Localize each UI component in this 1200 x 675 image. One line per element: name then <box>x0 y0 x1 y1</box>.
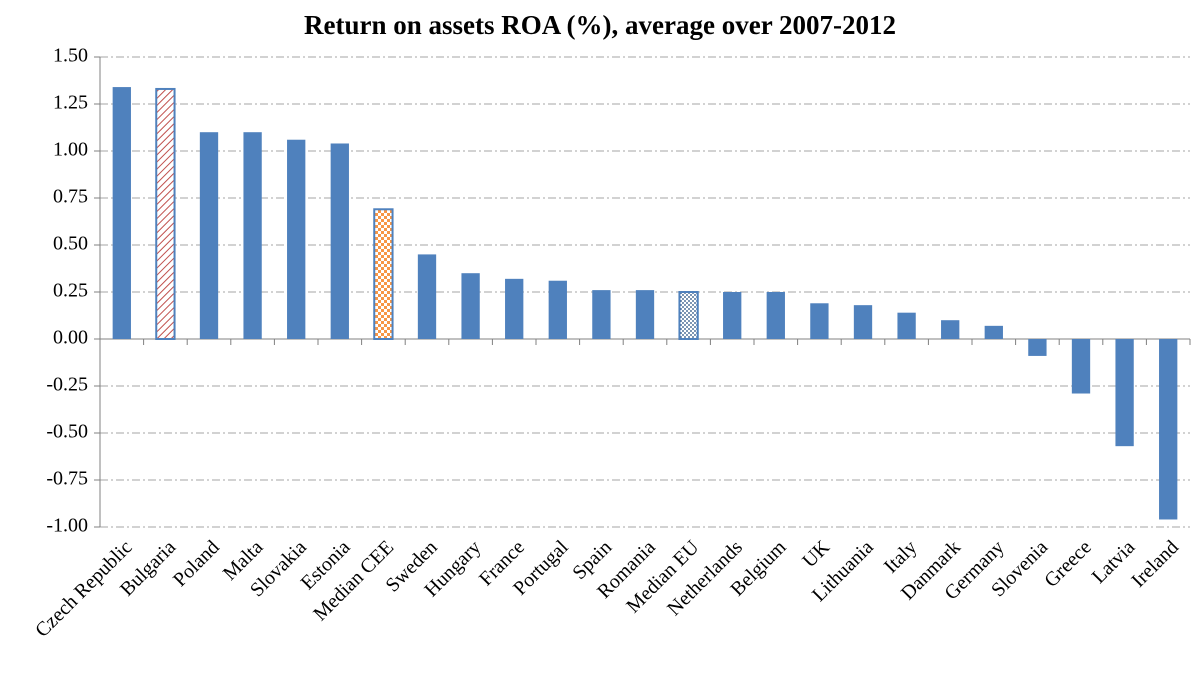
bar <box>199 132 219 339</box>
y-tick-label: 1.25 <box>53 92 88 114</box>
bar <box>678 291 699 340</box>
y-tick-label: -0.25 <box>46 374 88 396</box>
chart-title: Return on assets ROA (%), average over 2… <box>304 10 896 40</box>
bar <box>1115 339 1134 447</box>
bar <box>1159 339 1178 520</box>
bar <box>461 273 480 339</box>
bar <box>417 254 437 339</box>
bar <box>853 305 873 339</box>
bar <box>243 132 262 339</box>
y-tick-label: 1.00 <box>53 139 88 161</box>
bar <box>897 312 916 339</box>
y-tick-label: 0.50 <box>53 233 88 255</box>
x-tick-label: Ireland <box>1127 536 1183 592</box>
y-tick-label: 0.25 <box>53 280 88 302</box>
y-tick-label: 1.50 <box>53 45 88 67</box>
x-tick-label: Poland <box>169 536 224 591</box>
bar <box>984 325 1003 339</box>
y-tick-label: -0.50 <box>46 421 88 443</box>
bar <box>330 143 349 339</box>
y-tick-label: -0.75 <box>46 468 88 490</box>
bar <box>1028 339 1047 356</box>
x-tick-label: Greece <box>1040 536 1096 592</box>
bar <box>810 303 829 339</box>
bar <box>112 87 131 339</box>
bar <box>548 280 567 339</box>
bar <box>1071 339 1091 394</box>
bar <box>635 290 655 339</box>
bar <box>373 208 394 340</box>
y-tick-label: -1.00 <box>46 515 88 537</box>
bar <box>766 292 785 339</box>
bar <box>941 320 960 339</box>
x-tick-label: UK <box>798 536 834 572</box>
bar <box>287 139 306 339</box>
y-tick-label: 0.75 <box>53 186 88 208</box>
bar <box>592 290 611 339</box>
bar <box>505 278 524 339</box>
bar <box>155 87 176 340</box>
y-tick-label: 0.00 <box>53 327 88 349</box>
bar <box>723 292 742 339</box>
